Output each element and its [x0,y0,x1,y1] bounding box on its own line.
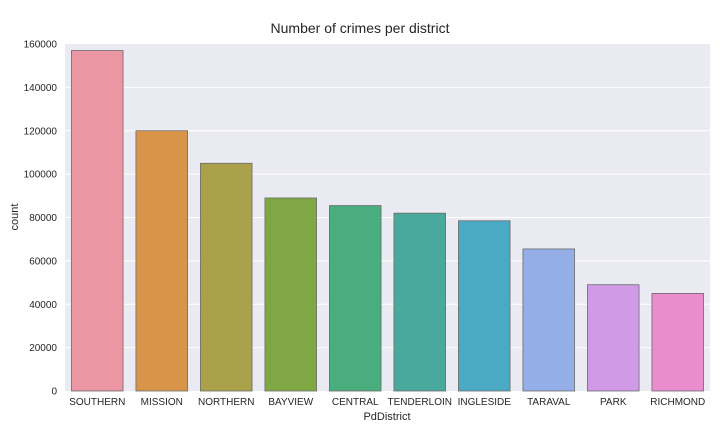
bar-tenderloin [393,212,446,392]
y-tick-label: 20000 [29,343,57,354]
y-tick-label: 100000 [24,170,58,181]
bar-richmond [651,293,704,392]
x-tick-label: INGLESIDE [458,397,512,408]
x-tick-label: TARAVAL [527,397,571,408]
bar-southern [71,50,124,392]
x-tick-label: NORTHERN [198,397,254,408]
y-tick-label: 40000 [29,300,57,311]
x-tick-label: MISSION [141,397,183,408]
y-tick-label: 0 [51,387,57,398]
x-tick-label: TENDERLOIN [388,397,452,408]
y-tick-label: 120000 [24,126,58,137]
bar-mission [135,130,188,392]
y-axis-label: count [9,204,21,231]
bar-northern [200,162,253,392]
y-tick-label: 60000 [29,256,57,267]
bar-park [587,284,640,392]
x-tick-label: PARK [600,397,627,408]
x-tick-label: BAYVIEW [268,397,313,408]
bar-bayview [264,197,317,392]
x-axis-ticks: SOUTHERN MISSION NORTHERN BAYVIEW CENTRAL TEN… [69,397,705,408]
y-tick-label: 160000 [24,40,58,51]
chart-title: Number of crimes per district [271,20,450,36]
x-tick-label: RICHMOND [650,397,705,408]
x-tick-label: SOUTHERN [69,397,125,408]
bar-taraval [522,248,575,392]
y-axis-ticks: 0 20000 40000 60000 80000 100000 120000 140000 1… [24,40,58,398]
bars [71,50,704,392]
bar-ingleside [458,220,511,392]
bar-central [329,205,382,392]
x-tick-label: CENTRAL [332,397,379,408]
x-axis-label: PdDistrict [363,411,410,423]
y-tick-label: 140000 [24,83,58,94]
y-tick-label: 80000 [29,213,57,224]
